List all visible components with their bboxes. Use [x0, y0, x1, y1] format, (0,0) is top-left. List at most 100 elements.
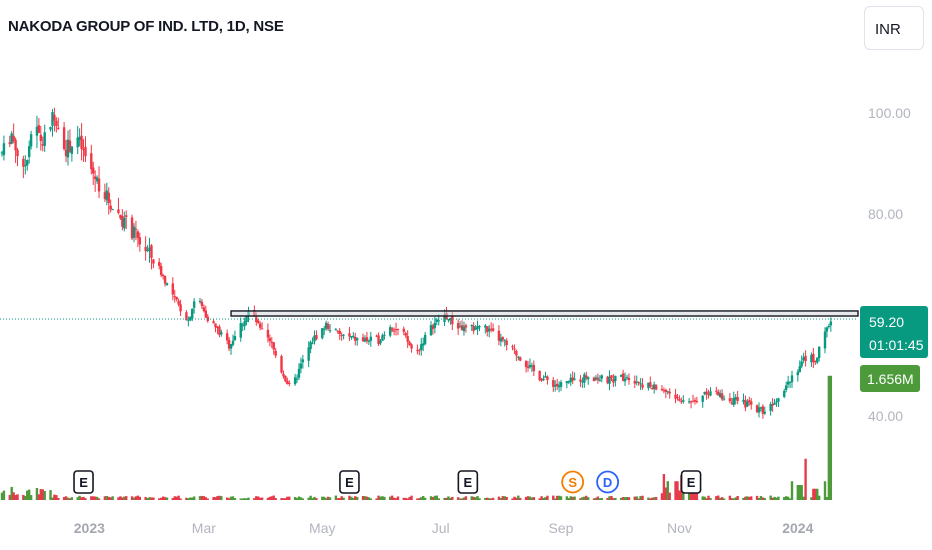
volume-bar-154: [420, 497, 423, 500]
candle-body-302: [823, 331, 827, 349]
volume-bar-276: [750, 496, 753, 500]
volume-bar-184: [501, 496, 504, 500]
candle-body-219: [596, 377, 600, 380]
candle-body-209: [569, 377, 572, 382]
volume-bar-206: [559, 496, 563, 500]
candle-body-262: [715, 390, 718, 392]
candle-body-145: [394, 329, 398, 331]
candle-body-114: [311, 342, 314, 344]
volume-bar-36: [97, 498, 101, 500]
volume-bar-108: [295, 497, 299, 500]
volume-bar-150: [408, 497, 411, 500]
candle-body-189: [515, 350, 518, 356]
volume-bar-235: [639, 496, 642, 500]
volume-bar-236: [641, 495, 644, 500]
candle-body-117: [321, 328, 324, 339]
candle-body-280: [761, 406, 765, 414]
volume-bar-96: [260, 497, 264, 500]
candle-body-118: [323, 328, 326, 330]
volume-bar-166: [451, 496, 454, 500]
volume-bar-248: [676, 481, 679, 500]
candle-body-244: [664, 389, 668, 392]
volume-bar-179: [488, 498, 491, 500]
volume-bar-277: [755, 495, 759, 500]
volume-bar-156: [423, 497, 427, 500]
volume-bar-298: [812, 488, 815, 500]
volume-bar-278: [757, 498, 761, 500]
candle-body-177: [484, 325, 487, 328]
candle-body-208: [567, 381, 570, 383]
volume-bar-242: [660, 493, 664, 500]
candle-body-41: [111, 209, 114, 211]
volume-bar-60: [163, 497, 167, 500]
volume-bar-303: [825, 496, 829, 500]
volume-bar-264: [718, 497, 722, 500]
volume-bar-281: [763, 498, 767, 500]
candle-body-127: [348, 333, 351, 337]
volume-bar-91: [247, 497, 250, 500]
volume-bar-146: [396, 496, 400, 500]
candle-body-97: [266, 329, 270, 338]
chart-title: NAKODA GROUP OF IND. LTD, 1D, NSE: [8, 18, 284, 35]
earnings-marker-label-1: E: [345, 475, 354, 490]
volume-bar-35: [95, 496, 99, 500]
dividend-marker-label-4: D: [603, 475, 612, 490]
candle-body-271: [736, 397, 739, 401]
candle-body-166: [451, 316, 454, 325]
volume-bar-26: [70, 497, 74, 500]
candle-body-40: [109, 205, 112, 210]
volume-bar-55: [150, 497, 153, 500]
volume-bar-259: [705, 498, 708, 500]
candle-body-164: [447, 318, 450, 321]
candle-body-81: [220, 332, 223, 335]
candle-body-13: [37, 125, 41, 133]
candle-body-167: [456, 323, 460, 329]
volume-bar-292: [796, 485, 800, 500]
volume-bar-170: [462, 497, 466, 500]
volume-bar-294: [800, 485, 803, 500]
volume-bar-12: [35, 487, 39, 500]
candle-body-74: [202, 307, 206, 311]
candle-body-10: [27, 146, 31, 158]
volume-bar-171: [464, 496, 468, 500]
candle-body-4: [12, 135, 15, 141]
candle-body-184: [501, 337, 504, 340]
currency-button[interactable]: INR: [864, 6, 924, 50]
volume-bar-233: [635, 496, 638, 500]
volume-bar-164: [447, 496, 450, 500]
volume-bar-262: [715, 496, 718, 500]
candle-body-69: [189, 317, 192, 321]
candle-body-232: [633, 380, 636, 384]
candle-body-211: [573, 378, 576, 380]
candle-body-223: [608, 376, 611, 384]
volume-bar-267: [728, 495, 732, 500]
candle-body-61: [165, 283, 169, 286]
volume-bar-160: [435, 495, 438, 500]
candle-body-171: [464, 325, 468, 328]
candle-body-210: [571, 377, 574, 381]
candle-body-47: [130, 217, 134, 239]
volume-bar-223: [608, 496, 611, 500]
candle-body-122: [334, 329, 338, 331]
volume-bar-293: [798, 485, 801, 500]
candle-body-129: [352, 335, 355, 337]
volume-bar-136: [369, 498, 372, 500]
candle-body-126: [342, 334, 345, 336]
candle-body-73: [200, 301, 204, 306]
volume-bar-128: [350, 496, 353, 500]
candle-body-229: [623, 378, 627, 382]
volume-bar-238: [649, 498, 652, 500]
volume-bar-196: [532, 497, 536, 500]
candle-body-183: [499, 338, 503, 342]
volume-bar-28: [78, 495, 81, 500]
candle-body-49: [134, 228, 138, 230]
volume-bar-202: [552, 495, 555, 500]
volume-bar-10: [27, 489, 31, 500]
horizontal-level-box: [230, 310, 859, 317]
candle-body-264: [718, 393, 722, 397]
volume-bar-305: [829, 375, 833, 500]
candle-body-253: [689, 401, 693, 403]
volume-bar-263: [717, 495, 720, 500]
